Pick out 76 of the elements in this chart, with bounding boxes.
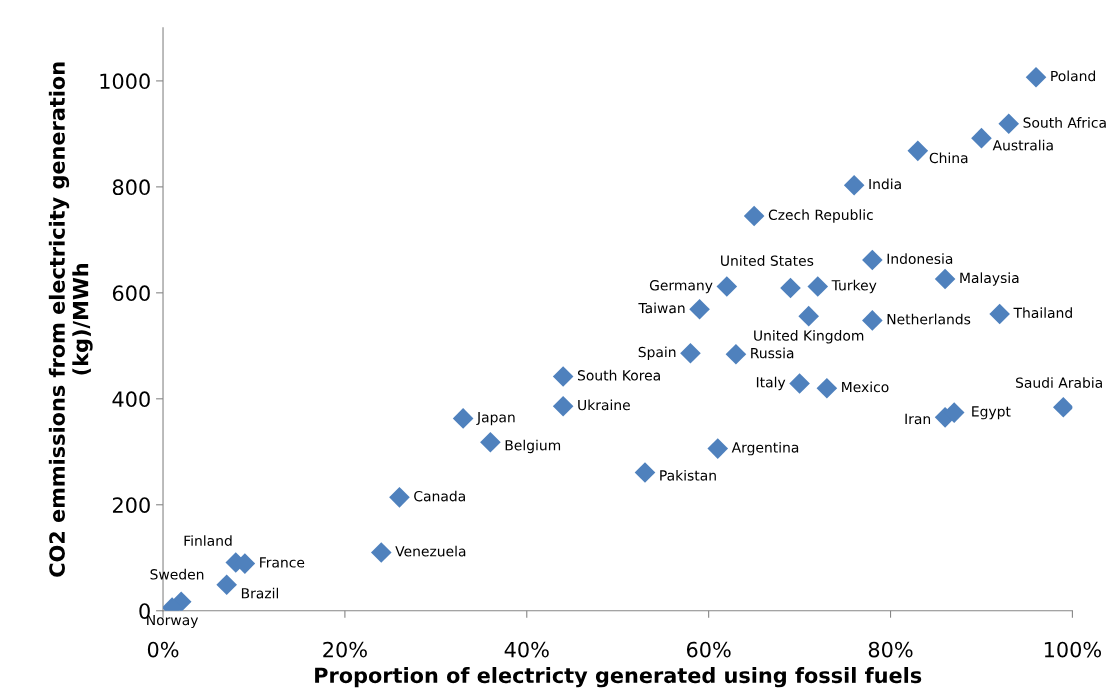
point [634,462,656,483]
x-tick-label: 0% [147,641,179,658]
x-tick-label: 100% [1044,641,1102,658]
annotation: France [260,557,305,568]
point [862,310,883,331]
annotation: Germany [649,280,713,294]
annotation: Brazil [241,587,279,599]
point [789,373,810,394]
annotation: India [869,178,901,190]
annotation: Russia [751,347,794,359]
annotation: Pakistan [660,469,716,481]
x-tick-label: 60% [686,641,731,658]
annotation: Iran [905,413,931,425]
point [370,542,392,563]
annotation: United Kingdom [754,330,864,344]
point [552,366,574,387]
annotation: Netherlands [887,313,971,325]
point [680,342,701,364]
annotation: Poland [1051,70,1096,82]
point [743,205,765,227]
point [725,344,747,365]
annotation: China [929,152,968,164]
point [389,487,410,508]
point [816,377,838,399]
point [689,298,710,320]
annotation: Malaysia [960,272,1019,286]
annotation: Egypt [972,406,1011,420]
annotation: Finland [184,535,232,546]
point [989,303,1010,325]
annotation: Japan [476,412,515,426]
point [798,305,819,327]
point [552,395,574,417]
y-tick-label: 400 [112,391,150,408]
point [707,438,729,459]
annotation: Australia [992,139,1053,151]
annotation: Czech Republic [768,209,873,223]
x-tick-label: 40% [504,641,549,658]
y-tick-label: 200 [112,497,150,513]
annotation: United States [721,255,814,266]
annotation: Belgium [505,439,561,454]
point [971,127,992,149]
annotation: Venezuela [395,545,466,557]
x-tick-label: 20% [323,641,367,658]
annotation: Ukraine [578,399,630,411]
point [216,574,237,596]
annotation: Italy [756,376,786,391]
point [862,249,883,271]
y-tick-label: 1000 [100,73,150,90]
x-axis-title: Proportion of electricty generated using fossil fuels [315,667,922,688]
annotation: South Korea [577,369,660,381]
annotation: Indonesia [887,253,953,265]
point [480,431,501,453]
annotation: Turkey [831,279,877,294]
point [807,276,829,297]
annotation: Sweden [150,568,204,580]
point [452,408,474,429]
y-tick-label: 800 [112,179,150,196]
annotation: Spain [638,346,676,360]
point [1025,66,1047,88]
annotation: Mexico [842,381,889,393]
annotation: South Africa [1023,117,1106,128]
annotation: Argentina [731,441,799,456]
annotation: Taiwan [638,302,685,314]
point [907,140,929,162]
point [1053,396,1073,418]
x-tick-label: 80% [868,641,913,658]
point [998,113,1020,135]
point [843,174,865,196]
point [780,277,801,299]
annotation: Thailand [1013,307,1072,319]
y-axis-title: CO2 emmissions from electricity generation (kg)/MWh [48,62,93,577]
annotation: Saudi Arabia [1015,377,1102,388]
point [716,276,738,297]
y-tick-label: 600 [112,285,150,302]
annotation: Canada [414,490,465,502]
point [934,268,956,290]
